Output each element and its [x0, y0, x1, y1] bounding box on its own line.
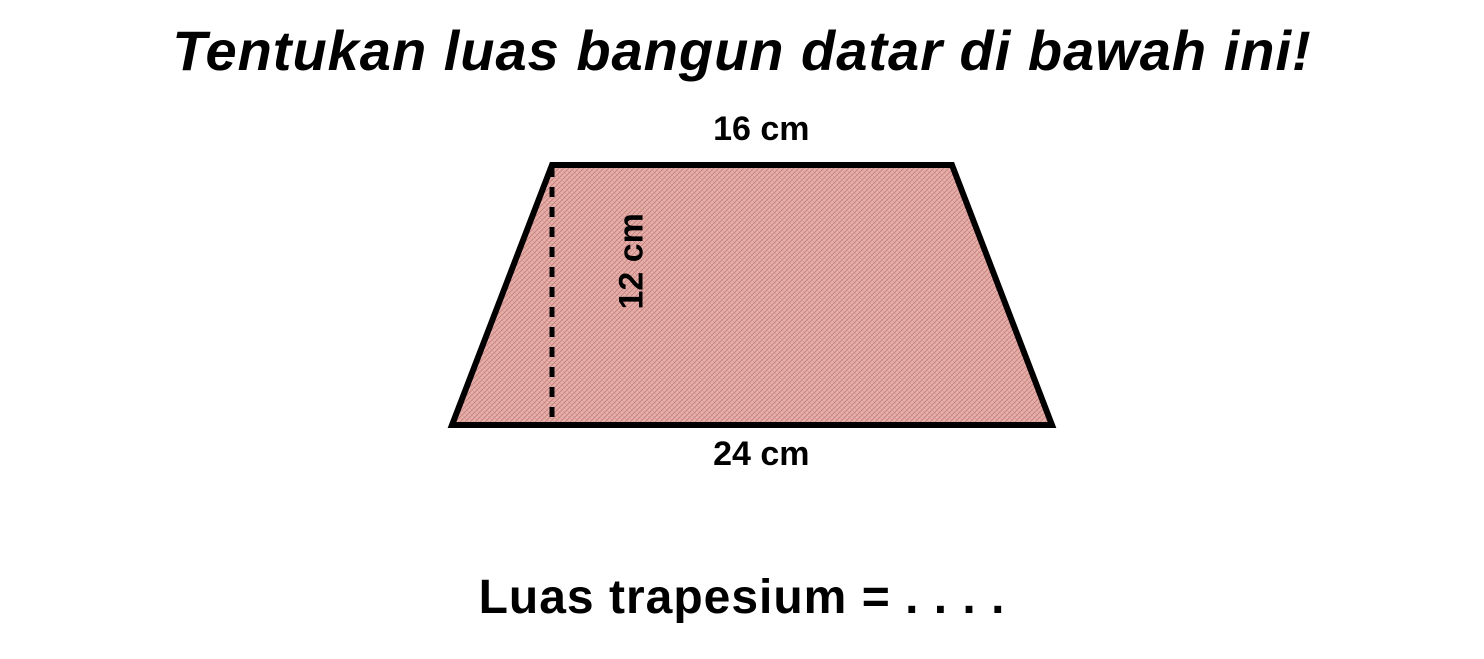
trapezoid-shape [392, 155, 1092, 435]
top-length-label: 16 cm [713, 110, 809, 149]
answer-prompt: Luas trapesium = . . . . [479, 570, 1006, 625]
problem-title: Tentukan luas bangun datar di bawah ini! [0, 18, 1484, 83]
figure-container: 16 cm 12 cm 24 cm [342, 110, 1142, 490]
bottom-length-label: 24 cm [713, 435, 809, 474]
height-label: 12 cm [613, 213, 652, 309]
trapezoid-polygon [452, 165, 1052, 425]
